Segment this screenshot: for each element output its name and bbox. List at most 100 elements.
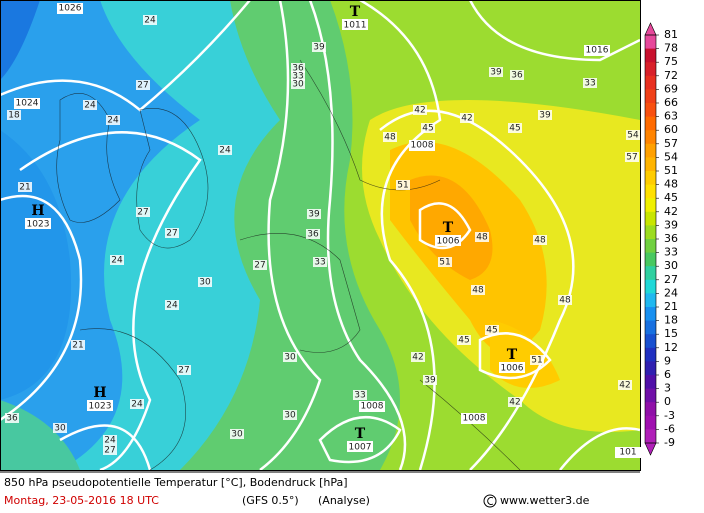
label-bg bbox=[307, 209, 321, 219]
temperature-label: 42 bbox=[509, 398, 520, 408]
temperature-label: 45 bbox=[509, 124, 520, 134]
label-bg bbox=[471, 285, 485, 295]
label-bg bbox=[71, 340, 85, 350]
temperature-label: 30 bbox=[284, 353, 296, 363]
label-bg bbox=[411, 352, 425, 362]
colorbar-band bbox=[645, 211, 656, 226]
colorbar-tick-label: 15 bbox=[664, 327, 678, 340]
colorbar-band bbox=[645, 62, 656, 77]
isobars bbox=[0, 0, 640, 470]
label-bg bbox=[14, 98, 40, 109]
colorbar-tick-label: 24 bbox=[664, 286, 678, 299]
colorbar-tick-label: 27 bbox=[664, 273, 678, 286]
colorbar-tick-label: 0 bbox=[664, 395, 671, 408]
temperature-label: 27 bbox=[137, 81, 148, 91]
copyright-icon bbox=[483, 494, 497, 508]
label-bg bbox=[130, 399, 144, 409]
temperature-label: 33 bbox=[584, 79, 595, 89]
label-bg bbox=[198, 277, 212, 287]
isobar-label: 1026 bbox=[59, 4, 82, 14]
colorbar-band bbox=[645, 388, 656, 403]
temperature-label: 36 bbox=[6, 414, 18, 424]
temperature-label: 36 bbox=[292, 64, 304, 74]
colorbar-band bbox=[645, 143, 656, 158]
colorbar-band bbox=[645, 225, 656, 240]
label-bg bbox=[291, 63, 305, 73]
colorbar-tick-label: 21 bbox=[664, 300, 678, 313]
temperature-label: 36 bbox=[511, 71, 523, 81]
colorbar-tick-label: 18 bbox=[664, 314, 678, 327]
colorbar-tick-label: 54 bbox=[664, 150, 678, 163]
label-bg bbox=[423, 375, 437, 385]
colorbar-band bbox=[645, 347, 656, 362]
label-bg bbox=[489, 67, 503, 77]
pressure-center-symbol: T bbox=[507, 347, 518, 363]
colorbar-top-arrow bbox=[644, 22, 657, 36]
pressure-center-symbol: T bbox=[443, 220, 454, 236]
temperature-label: 39 bbox=[490, 68, 502, 78]
temperature-label: 48 bbox=[534, 236, 546, 246]
pressure-center-symbol: T bbox=[355, 426, 366, 442]
pressure-center-value: 1007 bbox=[349, 443, 372, 453]
label-bg bbox=[165, 228, 179, 238]
colorbar-band bbox=[645, 293, 656, 308]
label-bg bbox=[291, 71, 305, 81]
colorbar-band bbox=[645, 252, 656, 267]
colorbar-band bbox=[645, 429, 656, 444]
pressure-center-symbol: H bbox=[31, 203, 44, 219]
colorbar-band bbox=[645, 307, 656, 322]
colorbar-tick-label: -3 bbox=[664, 409, 675, 422]
temperature-label: 27 bbox=[104, 446, 115, 456]
label-bg bbox=[538, 110, 552, 120]
temperature-label: 24 bbox=[107, 116, 119, 126]
temperature-label: 30 bbox=[199, 278, 211, 288]
colorbar-band bbox=[645, 171, 656, 186]
isobar-label: 1016 bbox=[586, 46, 609, 56]
temperature-label: 18 bbox=[8, 111, 20, 121]
pressure-center-value: 1006 bbox=[501, 364, 524, 374]
footer-date: Montag, 23-05-2016 18 UTC bbox=[4, 494, 159, 507]
colorbar-tick-label: 48 bbox=[664, 178, 678, 191]
label-bg bbox=[53, 423, 67, 433]
temperature-label: 54 bbox=[627, 131, 639, 141]
colorbar-tick-label: 36 bbox=[664, 232, 678, 245]
label-bg bbox=[87, 400, 113, 411]
footer-title: 850 hPa pseudopotentielle Temperatur [°C… bbox=[4, 476, 348, 489]
temperature-label: 33 bbox=[314, 258, 325, 268]
colorbar-band bbox=[645, 184, 656, 199]
colorbar-tick-label: 81 bbox=[664, 28, 678, 41]
label-bg bbox=[533, 235, 547, 245]
label-bg bbox=[165, 300, 179, 310]
colorbar: 8178757269666360575451484542393633302724… bbox=[644, 22, 678, 456]
isobar-label: 101 bbox=[619, 448, 636, 458]
label-bg bbox=[143, 15, 157, 25]
temperature-label: 42 bbox=[619, 381, 630, 391]
colorbar-band bbox=[645, 415, 656, 430]
temperature-label: 51 bbox=[531, 356, 542, 366]
temperature-label: 42 bbox=[461, 114, 472, 124]
label-bg bbox=[508, 397, 522, 407]
colorbar-band bbox=[645, 279, 656, 294]
label-bg bbox=[460, 113, 474, 123]
pressure-center-value: 1011 bbox=[344, 21, 367, 31]
label-bg bbox=[508, 123, 522, 133]
map-frame bbox=[0, 0, 641, 471]
temperature-label: 51 bbox=[439, 258, 450, 268]
label-bg bbox=[409, 140, 435, 151]
label-bg bbox=[25, 218, 51, 229]
colorbar-band bbox=[645, 402, 656, 417]
label-bg bbox=[413, 105, 427, 115]
colorbar-tick-label: 33 bbox=[664, 246, 678, 259]
colorbar-tick-label: 69 bbox=[664, 82, 678, 95]
temperature-label: 24 bbox=[111, 256, 123, 266]
label-bg bbox=[584, 45, 610, 56]
label-bg bbox=[136, 80, 150, 90]
isobar-label: 1024 bbox=[16, 99, 39, 109]
label-bg bbox=[312, 42, 326, 52]
coastlines bbox=[56, 59, 521, 470]
isobar-label: 1008 bbox=[463, 414, 486, 424]
colorbar-band bbox=[645, 130, 656, 145]
temperature-label: 57 bbox=[626, 153, 637, 163]
colorbar-band bbox=[645, 157, 656, 172]
label-bg bbox=[558, 295, 572, 305]
